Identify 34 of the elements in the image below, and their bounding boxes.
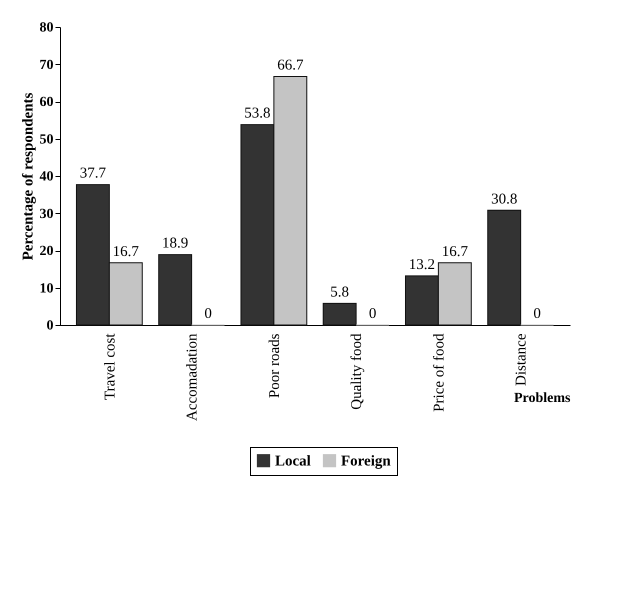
x-tick-label: Quality food	[349, 333, 366, 410]
legend-label: Foreign	[341, 454, 392, 470]
y-axis-title: Percentage of respondents	[20, 92, 36, 260]
data-label: 0	[533, 306, 541, 322]
data-label: 0	[368, 306, 376, 322]
data-label: 66.7	[277, 58, 304, 74]
data-label: 16.7	[442, 244, 468, 260]
x-tick-label: Poor roads	[266, 333, 283, 398]
data-label: 30.8	[491, 191, 518, 208]
data-label: 53.8	[244, 106, 271, 122]
y-tick-label: 70	[40, 58, 54, 73]
x-tick-label: Distance	[514, 333, 530, 386]
y-tick-label: 80	[40, 20, 54, 36]
y-tick-label: 0	[46, 318, 54, 334]
x-tick-label: Price of food	[431, 333, 448, 412]
legend-label: Local	[275, 454, 311, 470]
data-label: 16.7	[112, 244, 140, 260]
x-tick-label: Travel cost	[102, 332, 118, 400]
y-tick-label: 40	[40, 170, 54, 184]
data-label: 37.7	[80, 166, 107, 182]
y-tick-label: 50	[40, 132, 54, 148]
data-label: 18.9	[162, 236, 188, 252]
bar	[322, 302, 357, 326]
x-tick-label: Accomadation	[184, 333, 201, 421]
y-tick-label: 60	[40, 95, 54, 110]
bar	[158, 254, 192, 326]
data-label: 0	[204, 306, 212, 322]
x-axis-title: Problems	[514, 390, 572, 406]
y-tick-label: 20	[40, 244, 54, 259]
data-label: 13.2	[408, 256, 436, 273]
bar	[487, 210, 522, 326]
data-label: 5.8	[330, 284, 350, 300]
y-tick-label: 10	[40, 281, 54, 296]
y-tick-label: 30	[40, 206, 54, 222]
